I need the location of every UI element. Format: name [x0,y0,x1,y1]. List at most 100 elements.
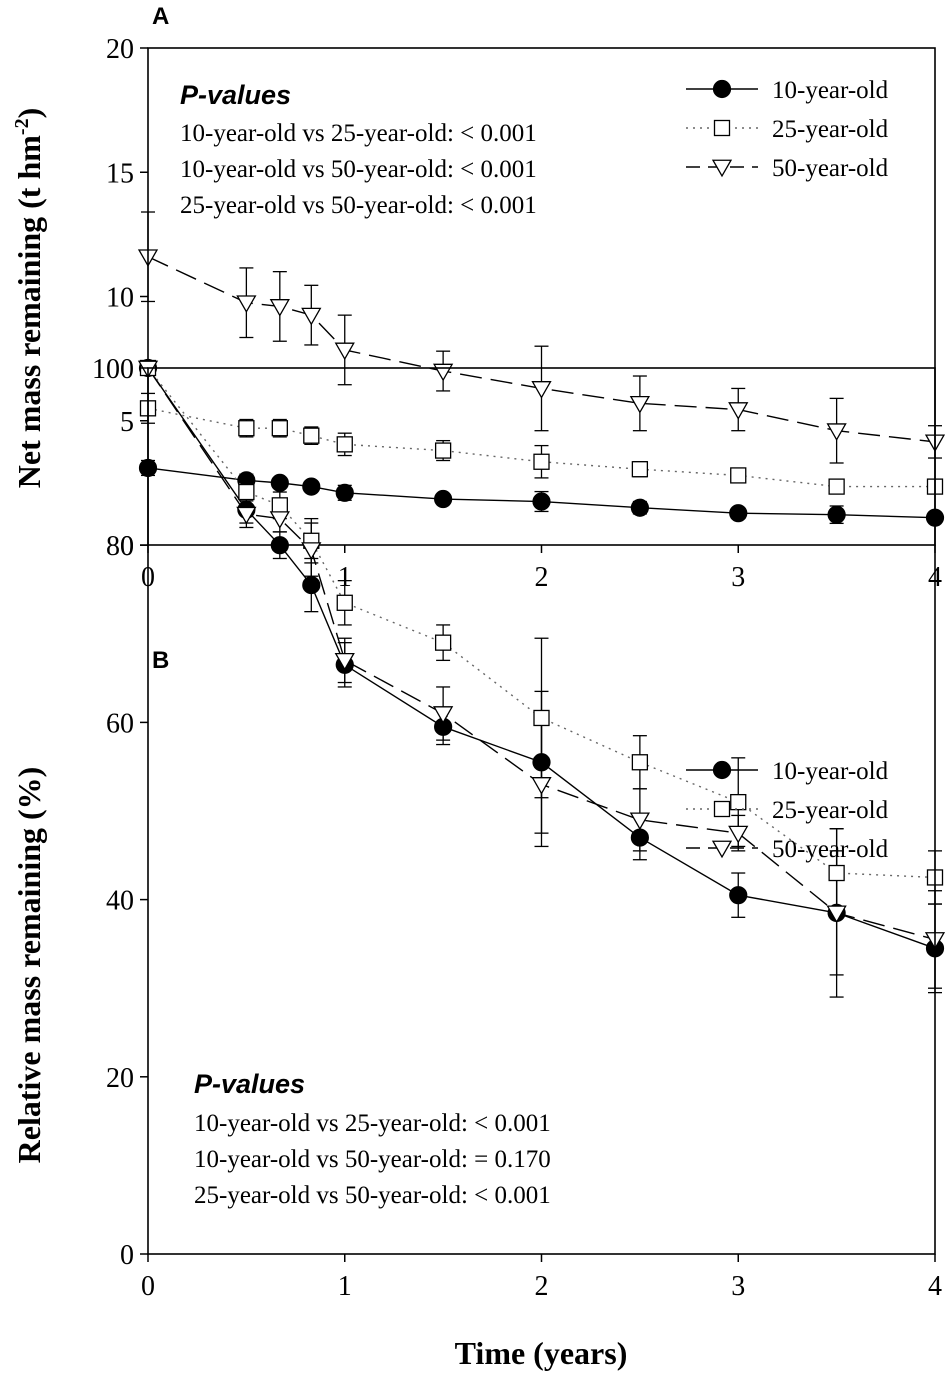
panel-b-y-axis-title: Relative mass remaining (%) [11,767,47,1164]
b-point-s2 [271,497,288,514]
a-point-s3 [301,307,322,326]
a-point-s3 [334,342,355,361]
b-point-s1 [302,575,321,595]
a-point-s1 [729,504,748,523]
b-point-s3 [433,706,454,724]
panel-a-annotation-heading: P-values [180,80,291,110]
a-legend-marker-1 [712,79,732,99]
a-y-tick-label: 5 [120,407,134,438]
b-legend-marker-1 [712,760,732,780]
b-x-tick-label: 4 [928,1271,942,1302]
b-point-s2 [730,793,747,811]
a-y-tick-label: 15 [106,158,134,189]
a-point-s3 [728,402,749,420]
panel-b-x-axis-title: Time (years) [455,1335,628,1371]
b-point-s2 [533,709,550,727]
panel-a-annotation-line-1: 10-year-old vs 25-year-old: < 0.001 [180,120,537,147]
b-y-tick-label: 80 [106,531,134,562]
a-point-s2 [271,420,288,437]
panel-b-legend: 10-year-old 25-year-old 50-year-old [686,758,889,863]
a-legend-marker-3 [711,159,733,178]
b-point-s3 [301,542,322,560]
a-y-tick-label: 0 [120,531,134,562]
a-legend-label-3: 50-year-old [772,155,889,182]
panel-b-annotation: P-values 10-year-old vs 25-year-old: < 0… [194,1069,551,1209]
b-x-tick-label: 0 [141,1271,155,1302]
panel-b-annotation-line-1: 10-year-old vs 25-year-old: < 0.001 [194,1110,551,1137]
a-legend-label-1: 10-year-old [772,77,889,104]
a-y-tick-label: 10 [106,283,134,314]
a-point-s1 [335,483,354,502]
a-point-s1 [827,505,846,524]
a-point-s1 [434,489,453,509]
b-y-tick-label: 20 [106,1063,134,1094]
a-point-s2 [828,478,845,495]
b-point-s3 [236,506,257,525]
b-x-tick-label: 3 [731,1271,745,1302]
a-point-s2 [336,436,353,453]
b-point-s3 [531,777,552,795]
a-point-s2 [303,427,320,444]
a-x-tick-label: 1 [338,562,352,593]
b-y-tick-label: 40 [106,886,134,917]
b-x-tick-label: 1 [338,1271,352,1302]
a-point-s3 [236,295,257,314]
panel-a-series [137,211,945,527]
b-point-s1 [729,886,748,905]
b-point-s3 [269,511,290,529]
b-point-s1 [630,828,649,847]
a-y-tick-label: 20 [106,34,134,65]
b-point-s3 [629,812,650,831]
b-legend-label-1: 10-year-old [772,758,889,785]
panel-b-letter: B [152,647,169,674]
a-point-s1 [302,477,321,496]
a-point-s1 [532,492,551,511]
panel-a-annotation-line-3: 25-year-old vs 50-year-old: < 0.001 [180,192,537,219]
panel-b-annotation-line-2: 10-year-old vs 50-year-old: = 0.170 [194,1146,551,1173]
b-point-s3 [826,905,847,924]
b-point-s2 [336,594,353,611]
panel-a-legend: 10-year-old 25-year-old 50-year-old [686,77,889,182]
a-x-tick-label: 3 [731,562,745,593]
a-legend-marker-2 [713,119,731,137]
a-point-s1 [270,473,289,492]
b-point-s1 [270,536,289,555]
panel-a-annotation: P-values 10-year-old vs 25-year-old: < 0… [180,80,537,219]
b-point-s2 [238,483,255,501]
b-legend-marker-3 [711,840,733,859]
a-point-s2 [533,453,550,470]
b-y-tick-label: 100 [92,354,134,385]
a-legend-label-2: 25-year-old [772,116,889,143]
b-point-s2 [434,634,452,651]
panel-a-letter: A [152,3,169,30]
a-point-s2 [730,467,747,484]
a-point-s1 [630,498,649,517]
panel-b-annotation-heading: P-values [194,1069,305,1099]
b-y-tick-label: 0 [120,1240,134,1271]
a-point-s3 [531,381,552,399]
b-legend-marker-2 [713,800,731,818]
b-x-tick-label: 2 [535,1271,549,1302]
b-point-s3 [728,825,749,844]
b-series-line-2 [147,367,936,879]
b-legend-label-3: 50-year-old [772,836,889,863]
b-point-s1 [532,753,551,772]
a-point-s2 [434,442,452,459]
a-x-tick-label: 2 [535,562,549,593]
panel-b-annotation-line-3: 25-year-old vs 50-year-old: < 0.001 [194,1182,551,1209]
b-point-s2 [631,754,649,771]
a-point-s3 [629,395,650,414]
b-legend-label-2: 25-year-old [772,797,889,824]
a-point-s3 [269,299,290,317]
a-point-s2 [238,420,255,437]
panel-a-y-axis-title: Net mass remaining (t hm-2) [11,108,47,488]
panel-a-annotation-line-2: 10-year-old vs 50-year-old: < 0.001 [180,156,537,183]
panel-b-series [137,358,945,998]
b-point-s2 [828,864,845,882]
a-point-s2 [631,461,649,478]
